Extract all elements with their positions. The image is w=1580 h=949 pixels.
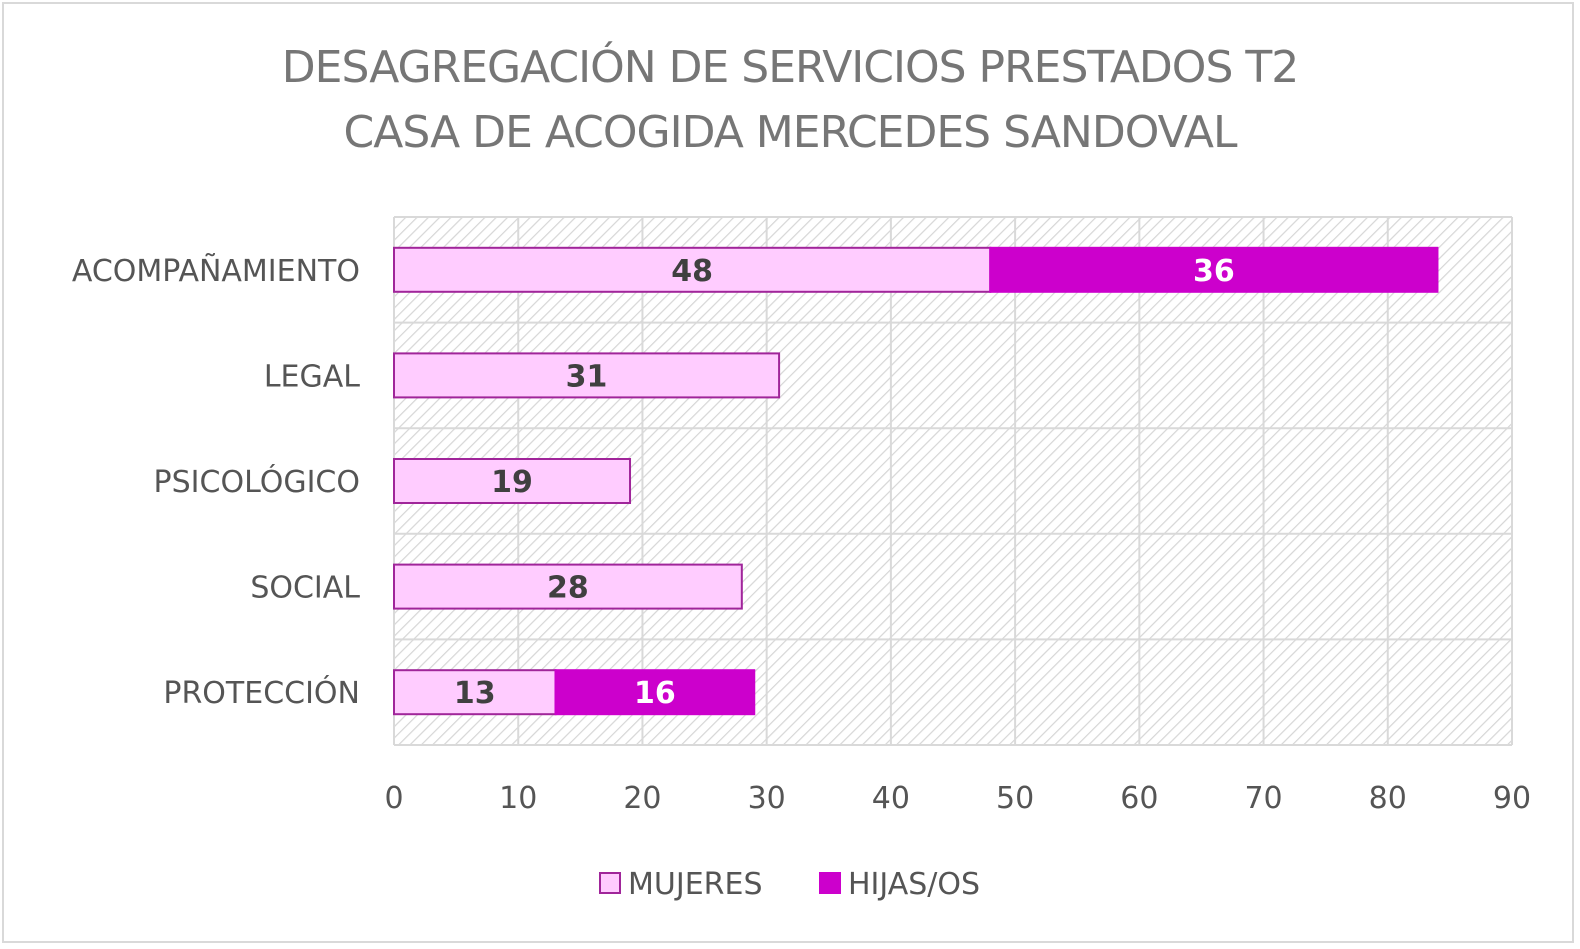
legend-swatch-0 — [599, 872, 621, 894]
bars: 48 36 31 19 28 13 16 — [393, 246, 1439, 716]
legend: MUJERES HIJAS/OS — [599, 867, 980, 902]
category-label-2: PSICOLÓGICO — [154, 463, 360, 500]
bar-0-2 — [393, 458, 632, 504]
chart-title-line-1: DESAGREGACIÓN DE SERVICIOS PRESTADOS T2 — [281, 42, 1299, 93]
data-label-0-3: 28 — [547, 571, 589, 606]
data-label-1-0: 36 — [1193, 254, 1235, 289]
tick-label-10: 10 — [499, 781, 537, 816]
bar-1-4 — [554, 669, 756, 716]
tick-label-40: 40 — [872, 781, 910, 816]
bar-0-0 — [393, 246, 992, 293]
category-label-0: ACOMPAÑAMIENTO — [72, 253, 360, 289]
chart-title-line-2: CASA DE ACOGIDA MERCEDES SANDOVAL — [343, 107, 1238, 158]
tick-label-60: 60 — [1120, 781, 1158, 816]
tick-label-70: 70 — [1244, 781, 1282, 816]
bar-0-1 — [393, 352, 781, 399]
tick-label-0: 0 — [384, 781, 403, 816]
legend-swatch-1 — [819, 872, 841, 894]
tick-labels: 0 10 20 30 40 50 60 70 80 90 — [384, 781, 1531, 816]
tick-label-80: 80 — [1369, 781, 1407, 816]
category-label-4: PROTECCIÓN — [163, 674, 360, 711]
data-label-0-0: 48 — [671, 254, 713, 289]
data-label-0-2: 19 — [491, 465, 533, 500]
bar-1-0 — [989, 246, 1439, 293]
category-label-3: SOCIAL — [250, 571, 360, 606]
category-label-1: LEGAL — [264, 359, 360, 394]
tick-label-50: 50 — [996, 781, 1034, 816]
legend-label-1: HIJAS/OS — [848, 867, 980, 902]
data-label-0-4: 13 — [454, 676, 496, 711]
bar-0-4 — [393, 669, 557, 716]
tick-label-30: 30 — [748, 781, 786, 816]
data-label-1-4: 16 — [634, 676, 676, 711]
data-label-0-1: 31 — [566, 359, 608, 394]
legend-label-0: MUJERES — [628, 867, 763, 902]
bar-0-3 — [393, 563, 743, 610]
tick-label-90: 90 — [1493, 781, 1531, 816]
category-labels: ACOMPAÑAMIENTO LEGAL PSICOLÓGICO SOCIAL PROT… — [72, 253, 360, 711]
tick-label-20: 20 — [623, 781, 661, 816]
